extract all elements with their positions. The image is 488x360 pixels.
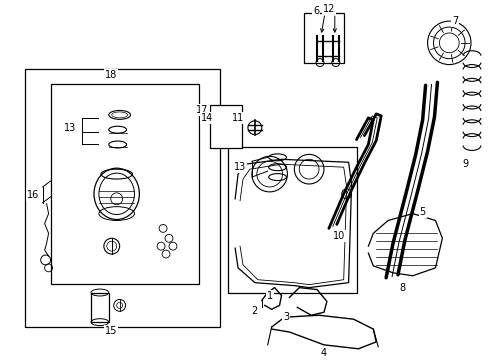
Bar	[25, 68, 220, 327]
Text: 4: 4	[320, 348, 326, 358]
Text: 5: 5	[419, 207, 425, 217]
Text: 3: 3	[283, 312, 289, 322]
Text: 13: 13	[64, 123, 76, 133]
Bar	[50, 84, 198, 284]
Text: 14: 14	[201, 113, 213, 123]
Text: 9: 9	[461, 159, 467, 169]
Text: 13: 13	[233, 162, 245, 172]
Bar	[304, 13, 343, 63]
Text: 1: 1	[266, 291, 272, 301]
Text: 6: 6	[312, 6, 319, 16]
Text: 11: 11	[231, 113, 244, 123]
Bar	[91, 293, 108, 322]
Text: 8: 8	[399, 283, 405, 293]
Bar	[228, 148, 356, 293]
Text: 17: 17	[196, 105, 208, 115]
Text: 10: 10	[332, 231, 344, 241]
Bar	[210, 105, 242, 148]
Text: 7: 7	[451, 16, 457, 26]
Text: 12: 12	[322, 4, 334, 14]
Text: 18: 18	[104, 71, 117, 80]
Text: 15: 15	[104, 326, 117, 336]
Text: 2: 2	[251, 306, 258, 316]
Text: 16: 16	[27, 190, 39, 200]
